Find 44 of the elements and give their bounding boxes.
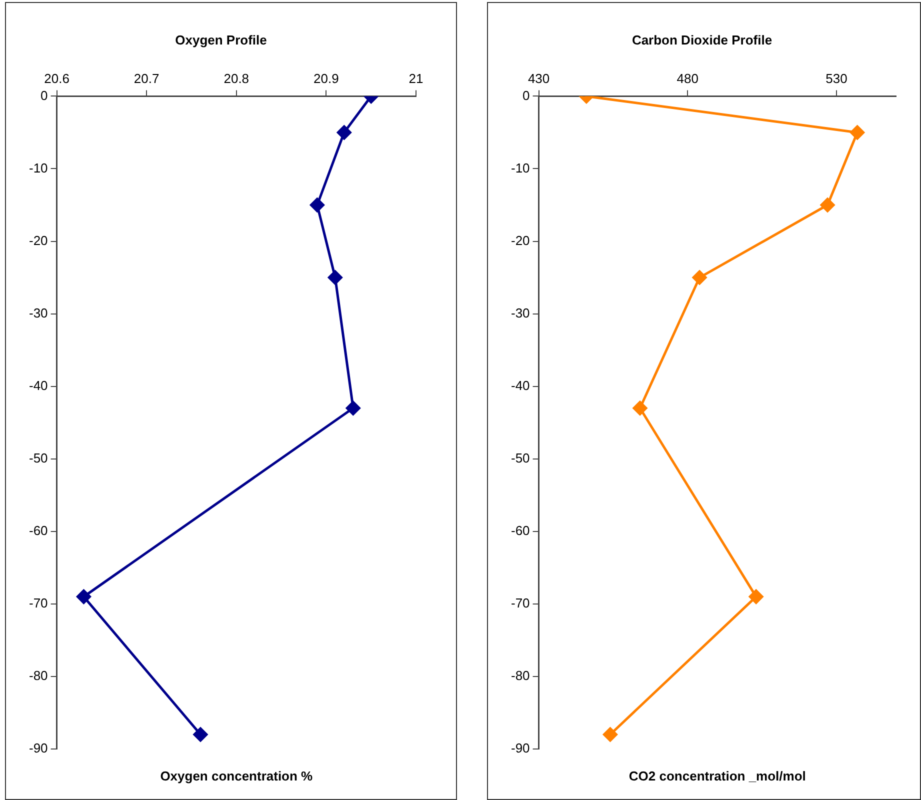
y-tick-label: -20 (510, 232, 530, 248)
y-tick-label: -30 (28, 305, 48, 320)
y-tick-label: -10 (510, 160, 530, 176)
x-tick-label: 21 (408, 70, 424, 86)
chart-title: Oxygen Profile (175, 32, 267, 48)
x-tick-label: 530 (826, 70, 848, 86)
x-axis-title: Oxygen concentration % (160, 768, 314, 784)
x-tick-label: 20.8 (224, 70, 250, 86)
point (346, 400, 360, 416)
x-tick-label: 430 (528, 70, 550, 86)
y-tick-label: -90 (28, 740, 48, 756)
chart-title: Carbon Dioxide Profile (632, 32, 772, 48)
point (193, 727, 208, 742)
y-tick-label: -40 (28, 378, 48, 393)
point (602, 727, 618, 742)
x-tick-label: 20.6 (44, 70, 70, 86)
y-tick-label: -70 (28, 596, 48, 611)
y-tick-label: -50 (28, 450, 48, 466)
point (328, 270, 342, 285)
point (310, 198, 324, 212)
y-tick-label: -70 (510, 596, 530, 611)
y-tick-label: -80 (28, 668, 48, 684)
point (632, 400, 648, 416)
y-tick-label: -20 (28, 232, 48, 248)
y-tick-label: -50 (510, 450, 530, 466)
y-tick-label: -30 (510, 305, 530, 320)
y-tick-label: -90 (510, 740, 530, 756)
y-tick-label: 0 (522, 88, 530, 103)
y-tick-label: -60 (28, 522, 48, 538)
y-tick-label: -80 (510, 668, 530, 684)
point (820, 198, 835, 212)
y-tick-label: 0 (40, 88, 48, 103)
point (748, 589, 764, 604)
y-tick-label: -60 (510, 522, 530, 538)
point (692, 270, 707, 285)
point (336, 125, 352, 140)
x-tick-label: 480 (676, 70, 698, 86)
x-tick-label: 20.7 (134, 70, 160, 86)
point (76, 589, 91, 604)
x-axis-title: CO2 concentration _mol/mol (628, 768, 806, 784)
y-tick-label: -40 (510, 378, 530, 393)
x-tick-label: 20.9 (314, 70, 339, 86)
point (850, 125, 865, 140)
y-tick-label: -10 (28, 160, 48, 176)
